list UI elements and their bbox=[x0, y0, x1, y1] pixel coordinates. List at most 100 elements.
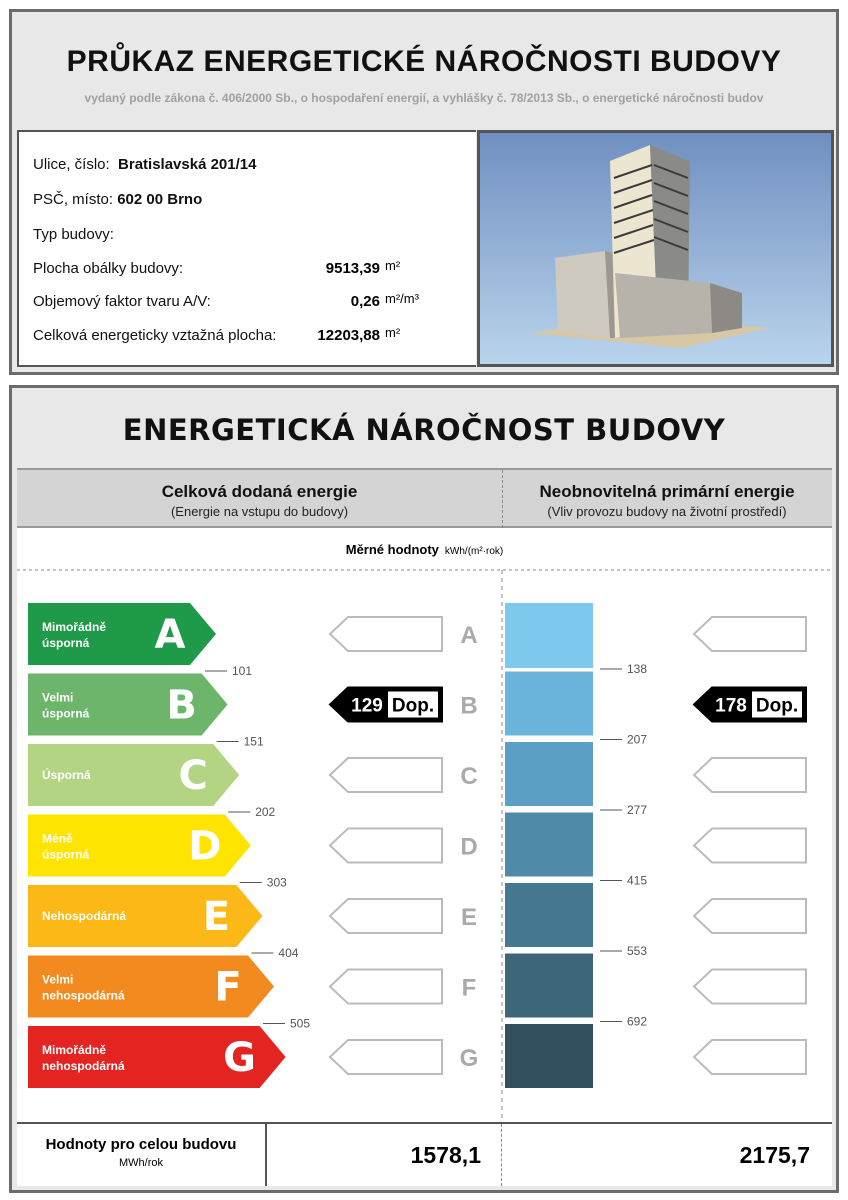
class-arrow-F bbox=[28, 955, 274, 1018]
specific-unit: kWh/(m²·rok) bbox=[444, 546, 504, 557]
primary-rating-indicator bbox=[692, 968, 807, 1005]
divider bbox=[502, 470, 503, 528]
class-arrow-G bbox=[28, 1026, 286, 1088]
factor-unit: m²/m³ bbox=[385, 291, 419, 306]
class-letter-marker: C bbox=[460, 763, 477, 790]
street-label: Ulice, číslo: bbox=[33, 156, 110, 173]
class-letter: F bbox=[214, 965, 241, 1011]
envelope-value: 9513,39 bbox=[325, 260, 380, 277]
envelope-unit: m² bbox=[385, 258, 401, 273]
street-value: Bratislavská 201/14 bbox=[118, 156, 257, 173]
primary-scale-segment-F bbox=[505, 953, 593, 1018]
class-letter-marker: D bbox=[460, 834, 477, 861]
class-arrow-C bbox=[28, 744, 240, 806]
delivered-threshold: 505 bbox=[290, 1017, 310, 1031]
delivered-rating-indicator bbox=[328, 968, 443, 1005]
class-label: Nehospodárná bbox=[42, 909, 126, 923]
delivered-threshold: 151 bbox=[244, 735, 264, 749]
city-label: PSČ, místo: bbox=[33, 191, 114, 208]
delivered-rating-indicator bbox=[328, 757, 443, 793]
city-row: PSČ, místo: 602 00 Brno bbox=[33, 191, 202, 208]
whole-building-values: Hodnoty pro celou budovu MWh/rok 1578,1 … bbox=[17, 1122, 832, 1186]
primary-threshold: 138 bbox=[627, 662, 647, 676]
primary-rating-label-box bbox=[752, 691, 802, 718]
delivered-rating-label: Dop. bbox=[392, 696, 434, 717]
envelope-label: Plocha obálky budovy: bbox=[33, 260, 184, 277]
primary-rating-indicator bbox=[692, 757, 807, 793]
area-value: 12203,88 bbox=[317, 327, 380, 344]
delivered-threshold: 202 bbox=[255, 805, 275, 819]
rating-scale-svg: Mimořádně úsporná A A Velmi úsporná B 129 Dop. B 1… bbox=[17, 569, 832, 1122]
primary-threshold: 207 bbox=[627, 733, 647, 747]
delivered-energy-header: Celková dodaná energie (Energie na vstup… bbox=[17, 482, 502, 519]
city-value: 602 00 Brno bbox=[117, 191, 203, 208]
primary-scale-segment-D bbox=[505, 812, 593, 877]
class-letter: B bbox=[166, 683, 197, 729]
building-photo bbox=[477, 130, 834, 367]
primary-scale-segment-E bbox=[505, 883, 593, 947]
delivered-threshold: 303 bbox=[267, 876, 287, 890]
class-label: Méně bbox=[42, 832, 73, 846]
class-letter-marker: F bbox=[462, 975, 477, 1002]
primary-rating-indicator bbox=[692, 616, 807, 652]
delivered-threshold: 404 bbox=[278, 946, 298, 960]
primary-scale-segment-C bbox=[505, 742, 593, 806]
building-info: Ulice, číslo: Bratislavská 201/14 PSČ, m… bbox=[17, 130, 476, 367]
class-label: Mimořádně bbox=[42, 1043, 106, 1057]
specific-label: Měrné hodnoty bbox=[345, 542, 439, 557]
class-label: úsporná bbox=[42, 636, 90, 650]
class-letter-marker: A bbox=[460, 622, 477, 649]
primary-threshold: 415 bbox=[627, 874, 647, 888]
factor-value: 0,26 bbox=[350, 293, 380, 310]
primary-scale-segment-B bbox=[505, 671, 593, 736]
primary-rating-value: 178 bbox=[715, 696, 747, 717]
class-letter: D bbox=[188, 824, 221, 870]
primary-rating-indicator bbox=[692, 827, 807, 864]
class-label: Mimořádně bbox=[42, 620, 106, 634]
street-row: Ulice, číslo: Bratislavská 201/14 bbox=[33, 156, 256, 173]
class-letter-marker: B bbox=[460, 693, 477, 720]
primary-energy-title: Neobnovitelná primární energie bbox=[539, 482, 795, 501]
area-unit: m² bbox=[385, 325, 401, 340]
delivered-rating-indicator bbox=[328, 827, 443, 864]
primary-scale-segment-G bbox=[505, 1024, 593, 1088]
primary-threshold: 277 bbox=[627, 803, 647, 817]
page-title: PRŮKAZ ENERGETICKÉ NÁROČNOSTI BUDOVY bbox=[66, 45, 782, 78]
primary-rating-indicator bbox=[692, 1039, 807, 1075]
class-arrow-D bbox=[28, 814, 251, 877]
class-arrow-B bbox=[28, 673, 228, 736]
class-label: úsporná bbox=[42, 707, 90, 721]
primary-rating-label: Dop. bbox=[756, 696, 798, 717]
class-label: úsporná bbox=[42, 848, 90, 862]
delivered-rating-indicator bbox=[328, 616, 443, 652]
footer-unit: MWh/rok bbox=[119, 1157, 163, 1169]
type-label: Typ budovy: bbox=[33, 226, 114, 243]
primary-threshold: 553 bbox=[627, 944, 647, 958]
delivered-rating-indicator bbox=[328, 898, 443, 934]
delivered-energy-title: Celková dodaná energie bbox=[161, 482, 358, 501]
primary-energy-total: 2175,7 bbox=[739, 1142, 810, 1168]
class-letter: G bbox=[223, 1035, 256, 1081]
factor-label: Objemový faktor tvaru A/V: bbox=[33, 293, 211, 310]
rating-scales: Měrné hodnoty kWh/(m²·rok) Mimořádně úspor… bbox=[17, 528, 832, 1122]
delivered-threshold: 101 bbox=[232, 664, 252, 678]
class-letter-marker: G bbox=[460, 1045, 479, 1072]
class-arrow-E bbox=[28, 885, 263, 947]
class-letter: A bbox=[155, 612, 186, 658]
column-headers: Celková dodaná energie (Energie na vstup… bbox=[17, 468, 832, 528]
primary-rating-indicator bbox=[692, 898, 807, 934]
footer-label: Hodnoty pro celou budovu bbox=[45, 1136, 237, 1153]
class-letter: C bbox=[179, 753, 208, 799]
class-label: nehospodárná bbox=[42, 989, 125, 1003]
subtitle: vydaný podle zákona č. 406/2000 Sb., o h… bbox=[84, 91, 764, 105]
class-letter-marker: E bbox=[461, 904, 477, 931]
class-label: Úsporná bbox=[42, 767, 91, 782]
class-letter: E bbox=[203, 894, 230, 940]
delivered-rating-indicator bbox=[328, 1039, 443, 1075]
class-label: Velmi bbox=[42, 691, 73, 705]
delivered-energy-subtitle: (Energie na vstupu do budovy) bbox=[170, 504, 349, 519]
primary-energy-header: Neobnovitelná primární energie (Vliv pro… bbox=[502, 482, 832, 519]
primary-threshold: 692 bbox=[627, 1015, 647, 1029]
delivered-energy-total: 1578,1 bbox=[267, 1124, 502, 1186]
certificate-header: PRŮKAZ ENERGETICKÉ NÁROČNOSTI BUDOVY vyd… bbox=[9, 9, 839, 375]
